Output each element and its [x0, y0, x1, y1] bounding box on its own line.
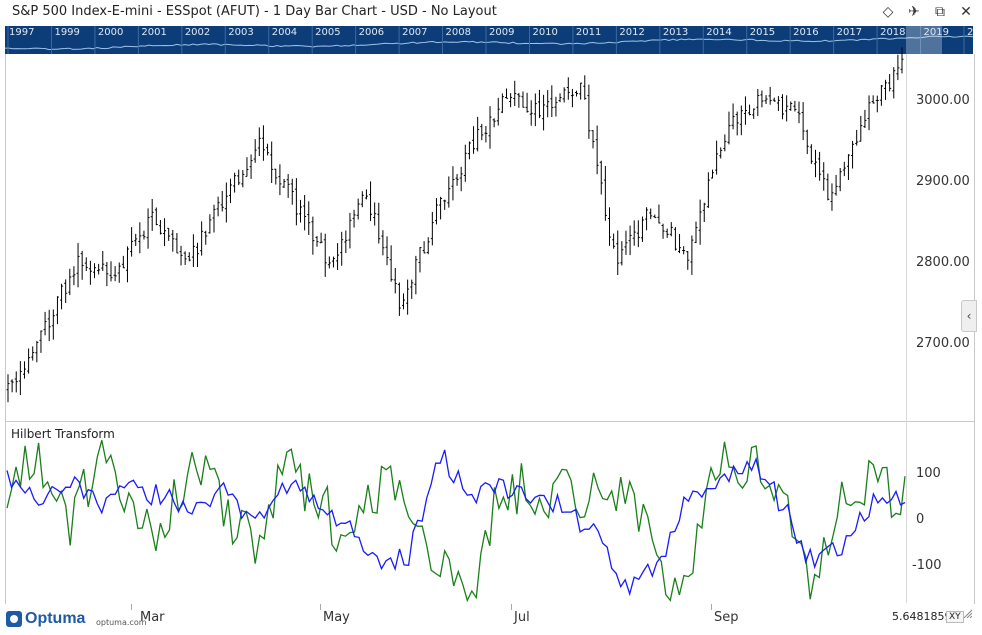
- month-label-jul: Jul: [514, 610, 530, 625]
- month-tick: [711, 604, 712, 610]
- pin-icon[interactable]: ✈: [908, 4, 920, 20]
- year-label[interactable]: 2010: [532, 27, 558, 38]
- price-axis-label: 2800.00: [916, 255, 970, 270]
- year-label[interactable]: 2009: [489, 27, 515, 38]
- xy-toggle-button[interactable]: XY: [946, 611, 964, 623]
- year-label[interactable]: 2002: [184, 27, 211, 38]
- year-label[interactable]: 2017: [836, 27, 863, 38]
- year-label[interactable]: 1999: [54, 27, 80, 38]
- year-label[interactable]: 2012: [619, 27, 645, 38]
- diamond-icon[interactable]: ◇: [882, 4, 894, 20]
- month-label-sep: Sep: [714, 610, 739, 625]
- month-tick: [511, 604, 512, 610]
- indicator-axis-label: -100: [912, 558, 942, 573]
- year-label[interactable]: 2011: [575, 27, 602, 38]
- year-label[interactable]: 2016: [793, 27, 819, 38]
- year-label[interactable]: 2003: [228, 27, 254, 38]
- price-axis-divider: [906, 54, 907, 603]
- optuma-url: optuma.com: [96, 618, 147, 627]
- year-navigator-selection[interactable]: [906, 26, 942, 54]
- time-axis: Optuma optuma.com Mar May Jul Sep 5.6481…: [0, 604, 982, 635]
- window-titlebar: S&P 500 Index-E-mini - ESSpot (AFUT) - 1…: [0, 0, 982, 24]
- year-label[interactable]: 2020: [967, 27, 973, 38]
- year-label[interactable]: 2004: [271, 27, 298, 38]
- year-label[interactable]: 2015: [749, 27, 776, 38]
- year-label[interactable]: 2005: [315, 27, 341, 38]
- year-navigator-overview-line: [5, 26, 973, 54]
- indicator-axis-label: 100: [916, 466, 941, 481]
- restore-icon[interactable]: ⧉: [935, 4, 945, 20]
- year-label[interactable]: 2019: [923, 27, 949, 38]
- window-controls: ◇ ✈ ⧉ ✕: [880, 3, 974, 21]
- month-tick: [320, 604, 321, 610]
- year-label[interactable]: 2007: [402, 27, 428, 38]
- month-label-may: May: [323, 610, 350, 625]
- indicator-axis-label: 0: [916, 512, 925, 527]
- window-title: S&P 500 Index-E-mini - ESSpot (AFUT) - 1…: [12, 4, 497, 19]
- month-tick: [131, 604, 132, 610]
- cursor-value-readout: 5.6481859: [892, 610, 952, 623]
- indicator-title: Hilbert Transform: [11, 427, 115, 441]
- price-axis-label: 2700.00: [916, 336, 970, 351]
- optuma-brand: Optuma: [25, 610, 86, 627]
- price-axis-label: 2900.00: [916, 174, 970, 189]
- month-label-mar: Mar: [140, 610, 165, 625]
- collapse-panel-chevron-icon[interactable]: ‹: [961, 300, 977, 332]
- close-icon[interactable]: ✕: [960, 4, 972, 20]
- year-label[interactable]: 1997: [9, 27, 35, 38]
- optuma-logo: Optuma: [6, 610, 85, 628]
- year-label[interactable]: 2008: [445, 27, 471, 38]
- year-label[interactable]: 2018: [880, 27, 906, 38]
- year-label[interactable]: 2014: [706, 27, 732, 38]
- optuma-logo-icon: [6, 611, 22, 627]
- indicator-pane[interactable]: [5, 421, 975, 605]
- resize-grip-icon[interactable]: [962, 608, 972, 618]
- year-label[interactable]: 2006: [358, 27, 385, 38]
- price-axis-label: 3000.00: [916, 93, 970, 108]
- overview-line: [5, 35, 973, 51]
- year-label[interactable]: 2000: [97, 27, 124, 38]
- year-label[interactable]: 2001: [141, 27, 167, 38]
- year-label[interactable]: 2013: [662, 27, 689, 38]
- year-navigator-strip[interactable]: 1997 1999 2000 2001 2002 2003 2004 2005 2006 2007…: [5, 26, 973, 54]
- price-chart-pane[interactable]: [5, 54, 975, 422]
